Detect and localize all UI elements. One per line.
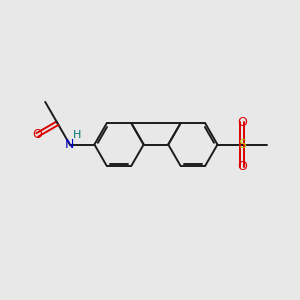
Text: O: O xyxy=(32,128,42,141)
Text: H: H xyxy=(73,130,81,140)
Text: N: N xyxy=(65,138,74,151)
Text: O: O xyxy=(237,116,247,129)
Text: S: S xyxy=(238,138,246,151)
Text: O: O xyxy=(237,160,247,173)
